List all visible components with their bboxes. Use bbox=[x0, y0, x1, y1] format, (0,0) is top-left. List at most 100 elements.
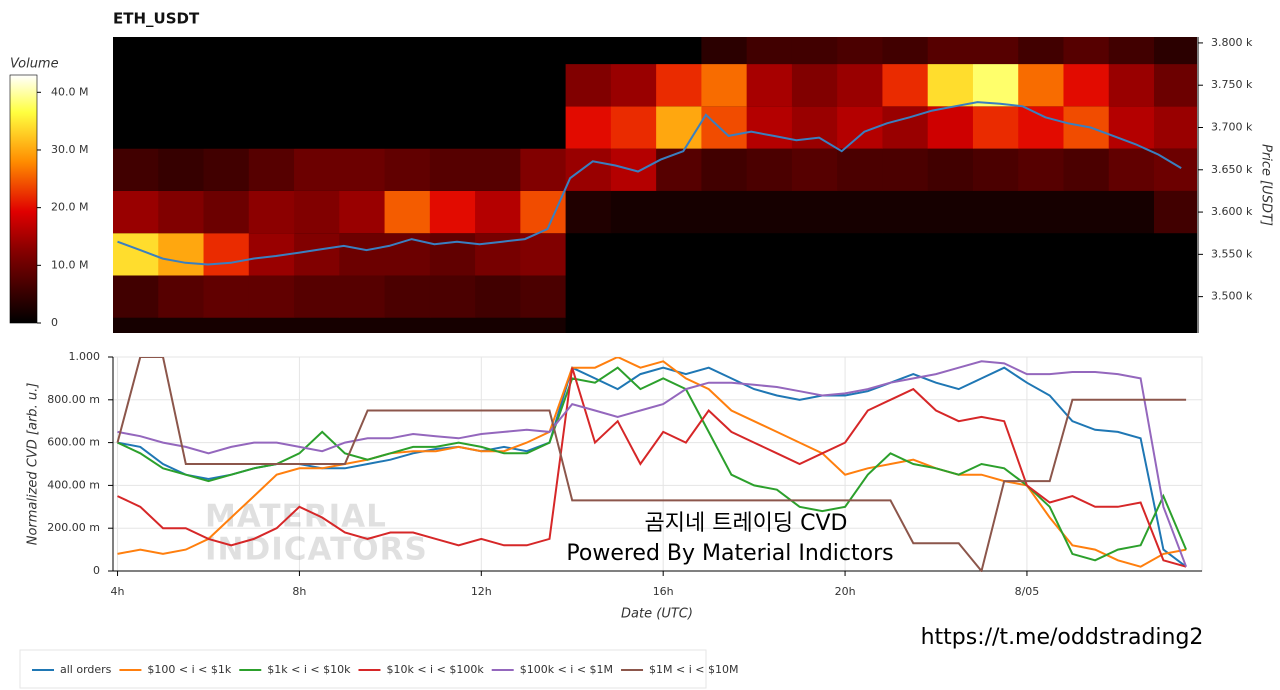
heatmap-cell bbox=[565, 317, 612, 333]
heatmap-cell bbox=[1108, 148, 1155, 191]
y-tick-label: 1.000 bbox=[69, 350, 101, 363]
heatmap-cell bbox=[972, 317, 1019, 333]
heatmap-cell bbox=[791, 106, 838, 149]
heatmap-cell bbox=[656, 37, 702, 65]
heatmap-cell bbox=[746, 275, 793, 318]
x-tick-label: 12h bbox=[471, 585, 492, 598]
heatmap-cell bbox=[339, 275, 386, 318]
y-tick-label: 3.700 k bbox=[1211, 120, 1253, 133]
heatmap-cell bbox=[158, 233, 205, 276]
watermark-text: INDICATORS bbox=[205, 532, 428, 568]
y-tick-label: 3.650 k bbox=[1211, 163, 1253, 176]
heatmap-cell bbox=[203, 233, 250, 276]
heatmap-cell bbox=[158, 190, 205, 234]
heatmap-cell bbox=[384, 106, 431, 149]
heatmap-cell bbox=[972, 64, 1019, 107]
heatmap-cell bbox=[1154, 37, 1197, 65]
x-tick-label: 20h bbox=[835, 585, 856, 598]
heatmap-cell bbox=[656, 106, 702, 149]
heatmap-cell bbox=[882, 317, 929, 333]
heatmap-cell bbox=[520, 64, 567, 107]
heatmap-cell bbox=[746, 64, 793, 107]
heatmap-cell bbox=[339, 317, 386, 333]
heatmap-cell bbox=[927, 275, 974, 318]
legend-label: $10k < i < $100k bbox=[386, 663, 484, 676]
heatmap-cell bbox=[158, 275, 205, 318]
heatmap-cell bbox=[791, 233, 838, 276]
watermark-text: MATERIAL bbox=[205, 499, 387, 535]
heatmap-cell bbox=[1108, 64, 1155, 107]
heatmap-cell bbox=[565, 148, 612, 191]
annotation: https://t.me/oddstrading2 bbox=[921, 625, 1204, 650]
heatmap-cell bbox=[384, 37, 431, 65]
heatmap-cell bbox=[248, 37, 295, 65]
legend-label: all orders bbox=[60, 663, 112, 676]
heatmap-cell bbox=[475, 317, 521, 333]
heatmap-cell bbox=[927, 106, 974, 149]
heatmap-cell bbox=[384, 275, 431, 318]
heatmap-cell bbox=[1108, 106, 1155, 149]
heatmap-cell bbox=[339, 190, 386, 234]
heatmap-cell bbox=[1018, 37, 1064, 65]
heatmap-cells bbox=[113, 37, 1197, 333]
heatmap-cell bbox=[203, 275, 250, 318]
heatmap-cell bbox=[565, 106, 612, 149]
heatmap-cell bbox=[837, 233, 883, 276]
heatmap-cell bbox=[746, 190, 793, 234]
heatmap-cell bbox=[927, 148, 974, 191]
heatmap-cell bbox=[791, 37, 838, 65]
heatmap-cell bbox=[565, 233, 612, 276]
heatmap-cell bbox=[203, 64, 250, 107]
heatmap-cell bbox=[972, 275, 1019, 318]
heatmap-cell bbox=[248, 148, 295, 191]
heatmap-cell bbox=[927, 64, 974, 107]
heatmap-cell bbox=[475, 64, 521, 107]
heatmap-cell bbox=[791, 64, 838, 107]
heatmap-cell bbox=[746, 148, 793, 191]
heatmap-cell bbox=[113, 64, 159, 107]
series-line bbox=[117, 360, 1188, 568]
heatmap-cell bbox=[746, 233, 793, 276]
heatmap-cell bbox=[1018, 148, 1064, 191]
heatmap-cell bbox=[294, 64, 340, 107]
annotation: 곰지네 트레이딩 CVD bbox=[644, 511, 847, 536]
heatmap-cell bbox=[927, 317, 974, 333]
heatmap-cell bbox=[520, 275, 567, 318]
heatmap-cell bbox=[339, 37, 386, 65]
heatmap-cell bbox=[791, 275, 838, 318]
heatmap-cell bbox=[791, 190, 838, 234]
heatmap-cell bbox=[294, 317, 340, 333]
legend-label: $100k < i < $1M bbox=[520, 663, 613, 676]
series-line bbox=[117, 366, 1188, 562]
heatmap-cell bbox=[113, 275, 159, 318]
heatmap-cell bbox=[837, 148, 883, 191]
heatmap-cell bbox=[1063, 275, 1110, 318]
heatmap-cell bbox=[882, 233, 929, 276]
heatmap-cell bbox=[837, 317, 883, 333]
heatmap-cell bbox=[882, 148, 929, 191]
heatmap-cell bbox=[972, 190, 1019, 234]
heatmap-cell bbox=[972, 106, 1019, 149]
heatmap-cell bbox=[520, 317, 567, 333]
heatmap-cell bbox=[158, 64, 205, 107]
heatmap-cell bbox=[791, 148, 838, 191]
x-tick-label: 16h bbox=[653, 585, 674, 598]
colorbar-tick-label: 10.0 M bbox=[51, 258, 88, 271]
heatmap-cell bbox=[837, 37, 883, 65]
heatmap-cell bbox=[701, 106, 748, 149]
colorbar-tick-label: 0 bbox=[51, 316, 58, 329]
heatmap-cell bbox=[429, 148, 476, 191]
heatmap-cell bbox=[520, 148, 567, 191]
heatmap-cell bbox=[475, 106, 521, 149]
x-tick-label: 8h bbox=[292, 585, 306, 598]
heatmap-cell bbox=[610, 275, 657, 318]
heatmap-cell bbox=[113, 37, 159, 65]
heatmap-cell bbox=[248, 190, 295, 234]
heatmap-cell bbox=[294, 233, 340, 276]
heatmap-cell bbox=[520, 37, 567, 65]
heatmap-cell bbox=[294, 106, 340, 149]
heatmap-cell bbox=[248, 106, 295, 149]
heatmap-cell bbox=[1108, 317, 1155, 333]
heatmap-cell bbox=[113, 190, 159, 234]
